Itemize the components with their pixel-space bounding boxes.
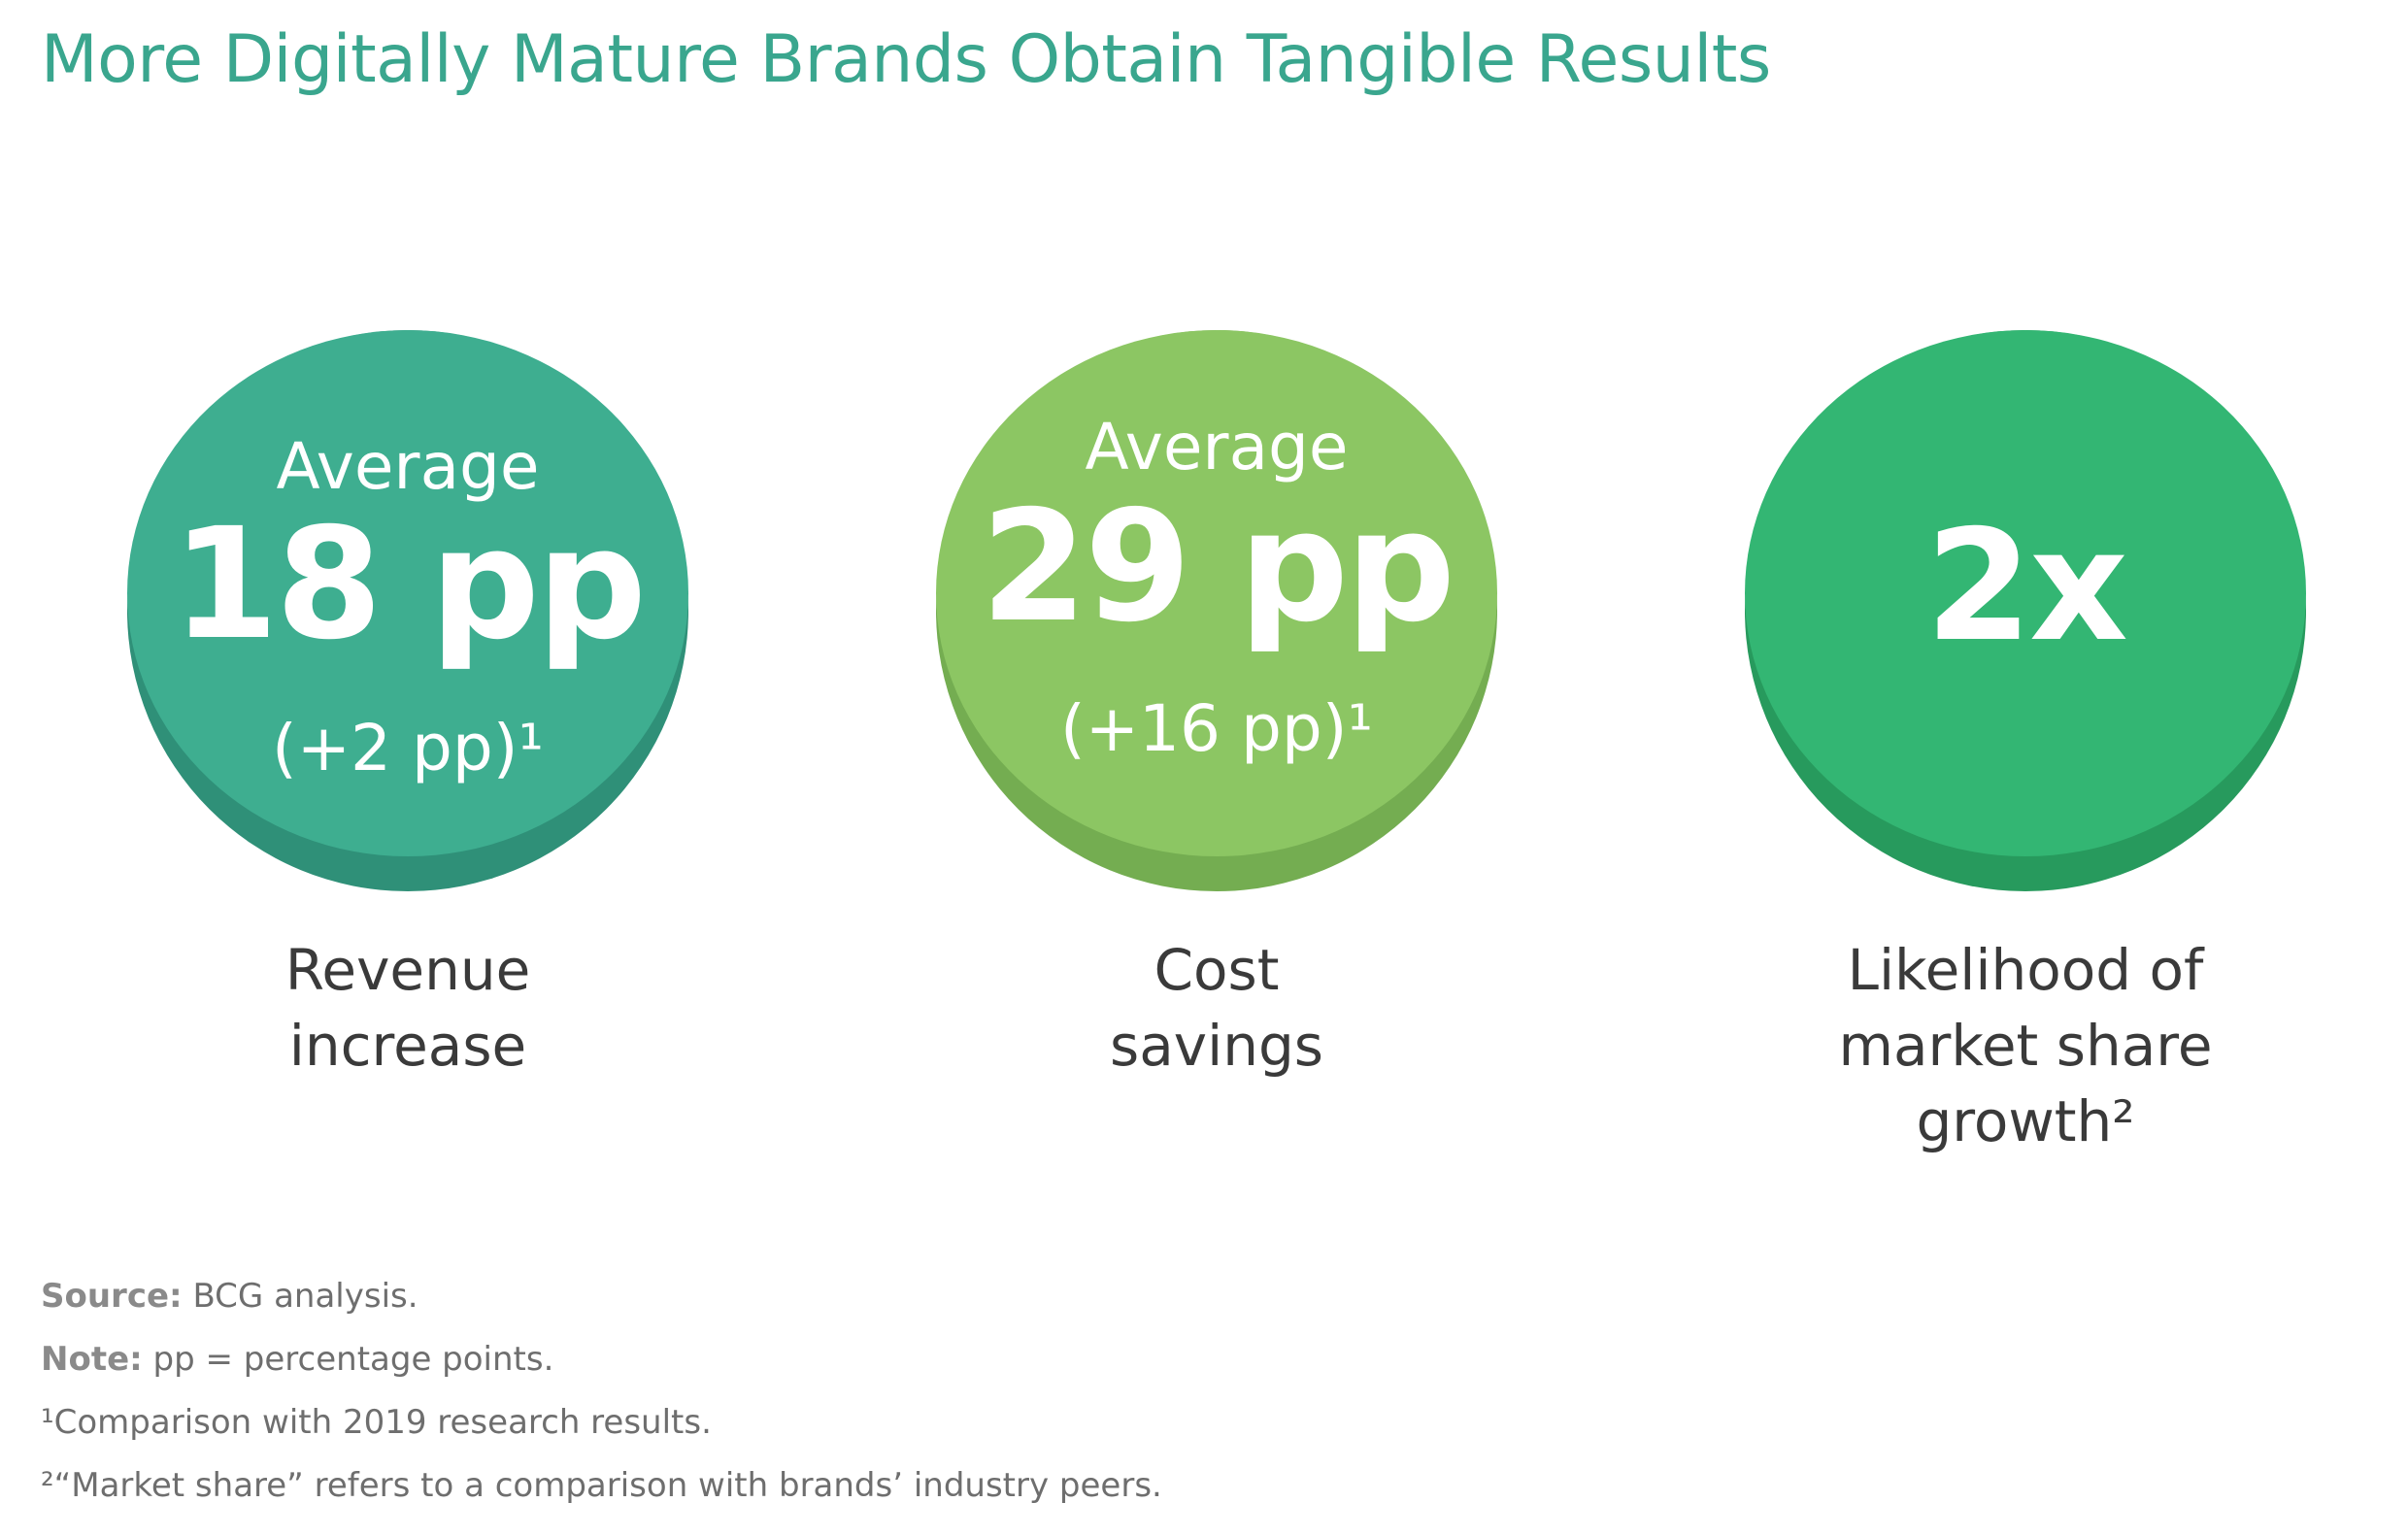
metric-revenue-label: Revenue increase <box>68 932 748 1084</box>
metric-cost-value: 29 pp <box>980 478 1455 656</box>
metric-market-share-value: 2x <box>1925 497 2128 676</box>
label-line: growth² <box>1916 1088 2135 1154</box>
label-line: Revenue <box>284 937 531 1003</box>
footnote-1: ¹Comparison with 2019 research results. <box>41 1403 712 1442</box>
label-line: Likelihood of <box>1847 937 2204 1003</box>
metric-revenue-delta: (+2 pp)¹ <box>271 711 545 785</box>
circle-face <box>936 330 1497 856</box>
metric-revenue-circle: Average 18 pp (+2 pp)¹ <box>127 330 688 891</box>
label-line: increase <box>288 1013 527 1079</box>
label-line: market share <box>1838 1013 2213 1079</box>
source-note: Source: BCG analysis. <box>41 1265 1162 1328</box>
note-text: pp = percentage points. <box>142 1340 554 1379</box>
metric-cost-circle: Average 29 pp (+16 pp)¹ <box>936 330 1497 891</box>
circle-face <box>1745 330 2306 856</box>
metric-cost-label: Cost savings <box>877 932 1556 1084</box>
metric-revenue-average-label: Average <box>276 429 540 504</box>
label-line: savings <box>1110 1013 1323 1079</box>
note-label: Note: <box>41 1340 143 1379</box>
metric-market-share-circle: 2x <box>1745 330 2306 891</box>
label-line: Cost <box>1154 937 1280 1003</box>
metric-cost-average-label: Average <box>1085 410 1349 484</box>
footnote-2: ²“Market share” refers to a comparison w… <box>41 1466 1162 1505</box>
footnotes: Source: BCG analysis. Note: pp = percent… <box>41 1265 1162 1518</box>
page-title: More Digitally Mature Brands Obtain Tang… <box>41 21 1771 98</box>
circle-face <box>127 330 688 856</box>
note-line: Note: pp = percentage points. <box>41 1328 1162 1391</box>
source-text: BCG analysis. <box>182 1277 418 1316</box>
metric-cost-delta: (+16 pp)¹ <box>1059 691 1373 766</box>
source-label: Source: <box>41 1277 183 1316</box>
metric-market-share-label: Likelihood of market share growth² <box>1686 932 2365 1159</box>
metric-revenue-value: 18 pp <box>171 495 647 674</box>
